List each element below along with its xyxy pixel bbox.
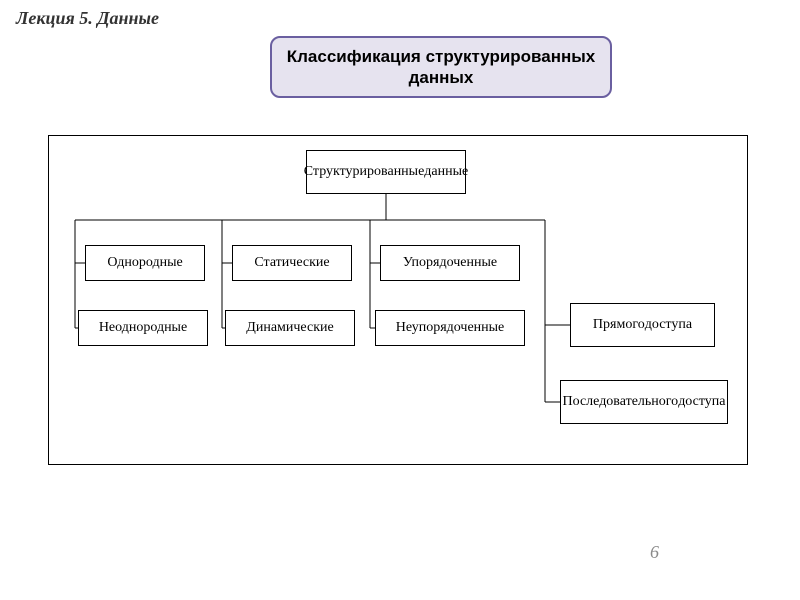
node-static: Статические xyxy=(232,245,352,281)
node-root: Структурированныеданные xyxy=(306,150,466,194)
node-dynamic: Динамические xyxy=(225,310,355,346)
node-ordered: Упорядоченные xyxy=(380,245,520,281)
header-line: данных xyxy=(409,67,474,88)
page-number: 6 xyxy=(650,542,659,563)
page-root: Лекция 5. Данные Классификация структури… xyxy=(0,0,800,600)
node-unordered: Неупорядоченные xyxy=(375,310,525,346)
lecture-title: Лекция 5. Данные xyxy=(16,8,159,29)
node-sequential: Последовательногодоступа xyxy=(560,380,728,424)
node-direct-access: Прямогодоступа xyxy=(570,303,715,347)
header-line: Классификация структурированных xyxy=(287,46,596,67)
header-classification-box: Классификация структурированных данных xyxy=(270,36,612,98)
node-homogeneous: Однородные xyxy=(85,245,205,281)
node-heterogeneous: Неоднородные xyxy=(78,310,208,346)
